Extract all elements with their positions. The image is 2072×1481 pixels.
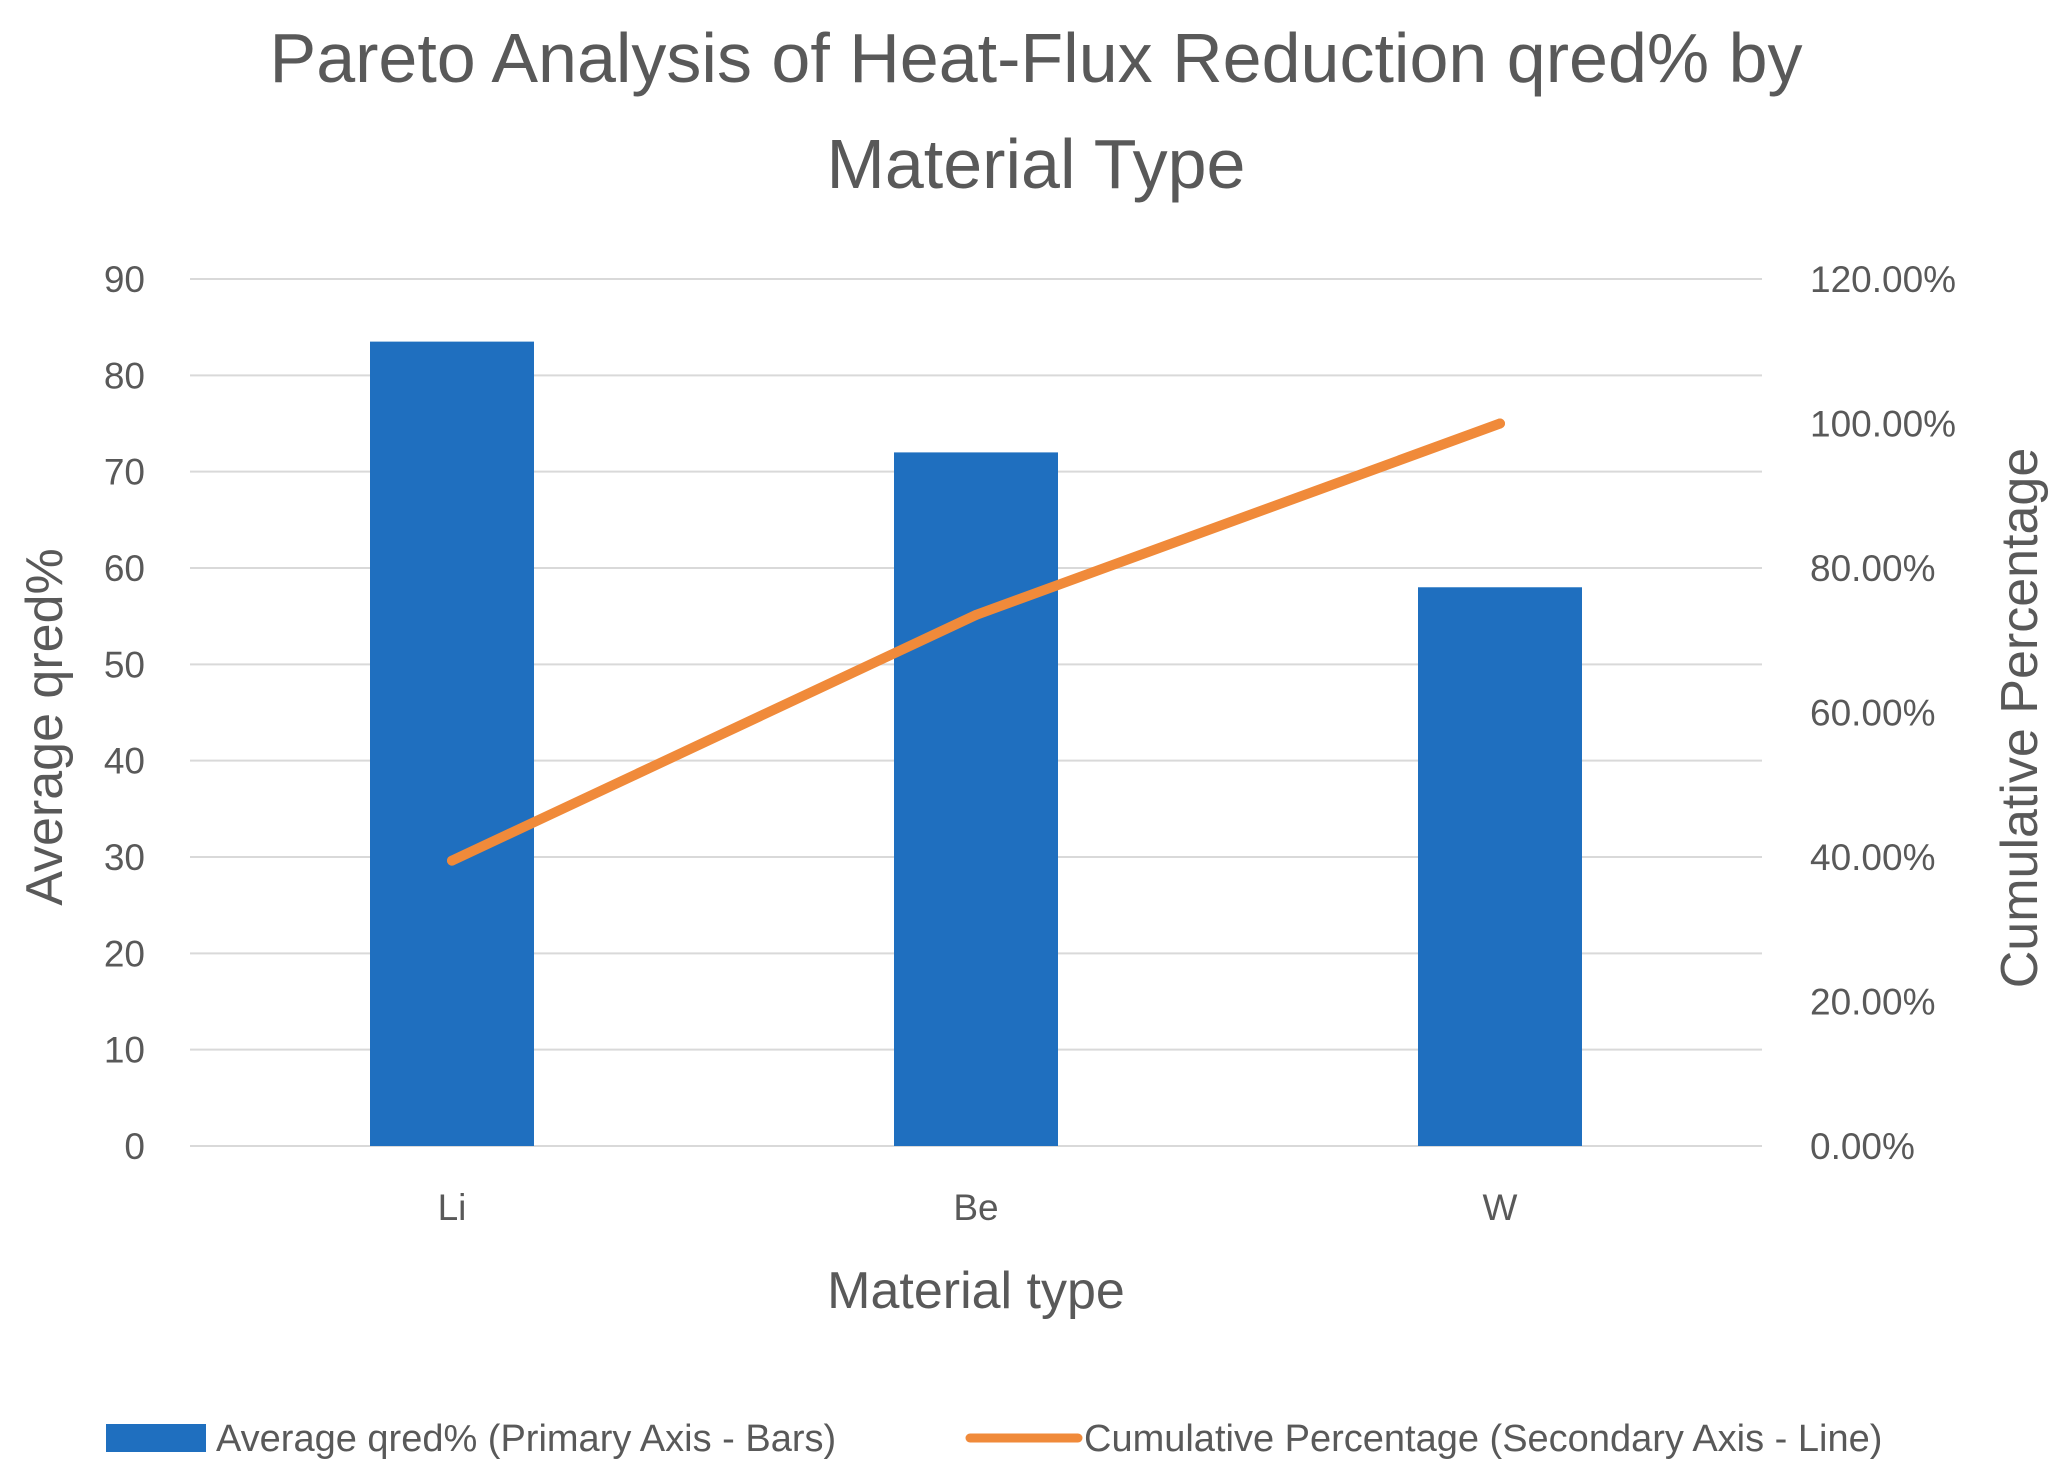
y2-tick-label: 60.00% <box>1810 693 1936 734</box>
y-tick-label: 50 <box>104 644 145 685</box>
y2-tick-label: 20.00% <box>1810 982 1936 1023</box>
line-point-be <box>971 609 981 620</box>
y2-tick-label: 40.00% <box>1810 837 1936 878</box>
y2-tick-label: 80.00% <box>1810 548 1936 589</box>
y-tick-label: 90 <box>104 259 145 300</box>
y2-tick-label: 120.00% <box>1810 259 1956 300</box>
y2-axis-title: Cumulative Percentage <box>1991 448 2049 989</box>
bar-series <box>370 341 1582 1146</box>
bar-be <box>894 452 1058 1146</box>
x-tick-label: W <box>1483 1187 1518 1228</box>
y2-tick-label: 100.00% <box>1810 404 1956 445</box>
bar-li <box>370 341 534 1146</box>
secondary-y-axis-ticks: 0.00% 20.00% 40.00% 60.00% 80.00% 100.00% 120.… <box>1810 259 1956 1167</box>
y-tick-label: 20 <box>104 933 145 974</box>
line-series <box>447 418 1505 866</box>
y2-tick-label: 0.00% <box>1810 1126 1915 1167</box>
x-axis-title: Material type <box>827 1262 1125 1320</box>
legend-line-label: Cumulative Percentage (Secondary Axis - … <box>1084 1418 1882 1460</box>
y-axis-title: Average qred% <box>16 548 74 906</box>
legend: Average qred% (Primary Axis - Bars) Cumu… <box>106 1418 1882 1460</box>
line-point-w <box>1495 418 1505 429</box>
y-tick-label: 0 <box>124 1126 145 1167</box>
primary-y-axis-ticks: 0 10 20 30 40 50 60 70 80 90 <box>104 259 145 1167</box>
y-tick-label: 70 <box>104 452 145 493</box>
y-tick-label: 40 <box>104 741 145 782</box>
chart-title-line-1: Pareto Analysis of Heat-Flux Reduction q… <box>270 19 1803 97</box>
chart-title-line-2: Material Type <box>827 125 1246 203</box>
y-tick-label: 10 <box>104 1030 145 1071</box>
x-axis-ticks: Li Be W <box>438 1187 1518 1228</box>
y-tick-label: 80 <box>104 355 145 396</box>
y-tick-label: 30 <box>104 837 145 878</box>
line-point-li <box>447 855 457 866</box>
bar-w <box>1418 587 1582 1146</box>
x-tick-label: Li <box>438 1187 467 1228</box>
legend-bar-swatch <box>106 1424 206 1452</box>
y-tick-label: 60 <box>104 548 145 589</box>
x-tick-label: Be <box>953 1187 998 1228</box>
legend-bar-label: Average qred% (Primary Axis - Bars) <box>216 1418 836 1460</box>
